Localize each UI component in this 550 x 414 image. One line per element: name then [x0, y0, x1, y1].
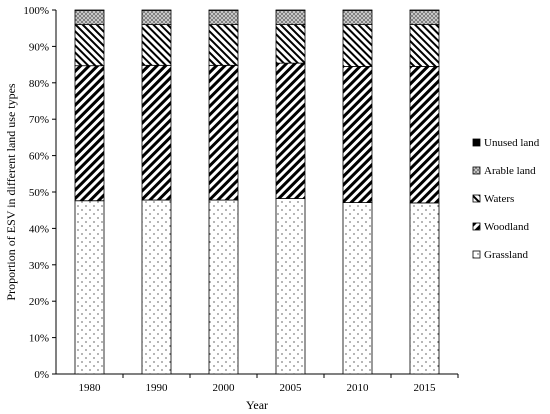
legend-label: Woodland [484, 221, 529, 233]
legend-swatch [472, 194, 481, 203]
bar-segment-arable-land [208, 9, 239, 25]
bar-segment-grassland [141, 199, 172, 375]
bar-segment-grassland [409, 202, 440, 375]
bar-segment-waters [409, 24, 440, 67]
bar-segment-woodland [275, 62, 306, 199]
bar-segment-waters [74, 24, 105, 67]
y-tick-label: 100% [23, 5, 49, 17]
bar-segment-arable-land [141, 9, 172, 25]
bar-segment-grassland [208, 199, 239, 375]
y-tick-label: 50% [29, 187, 49, 199]
bar-segment-arable-land [275, 9, 306, 25]
y-axis-title: Proportion of ESV in different land use … [4, 83, 18, 301]
y-tick-label: 0% [34, 369, 49, 381]
legend-label: Arable land [484, 165, 536, 177]
y-tick-label: 10% [29, 333, 49, 345]
y-tick-label: 20% [29, 296, 49, 308]
x-tick-label: 2000 [213, 382, 236, 394]
y-tick-label: 70% [29, 114, 49, 126]
legend-label: Grassland [484, 249, 528, 261]
legend-swatch [472, 250, 481, 259]
x-tick-label: 1990 [146, 382, 169, 394]
bar-segment-grassland [74, 200, 105, 375]
x-axis-ticks: 1980 1990 2000 2005 2010 2015 [79, 374, 459, 394]
x-axis-title: Year [246, 398, 268, 412]
bar-segment-waters [342, 24, 373, 67]
bar-segment-waters [275, 24, 306, 64]
x-tick-label: 2010 [347, 382, 370, 394]
bar-segment-woodland [141, 64, 172, 201]
bar-segment-waters [208, 24, 239, 66]
bar-segment-arable-land [74, 9, 105, 25]
x-tick-label: 2005 [280, 382, 303, 394]
bar-segment-waters [141, 24, 172, 66]
legend-swatch [472, 166, 481, 175]
legend: Unused land Arable land Waters Woodland Gras… [472, 137, 540, 261]
y-tick-label: 30% [29, 260, 49, 272]
x-tick-label: 2015 [414, 382, 437, 394]
bars-group [74, 9, 440, 375]
bar-segment-grassland [275, 198, 306, 375]
legend-label: Waters [484, 193, 514, 205]
y-axis-ticks: 0% 10% 20% 30% 40% 50% 60% 70% 80% 90% 100% [23, 5, 56, 381]
legend-swatch [472, 222, 481, 231]
bar-segment-arable-land [342, 9, 373, 25]
bar-segment-grassland [342, 202, 373, 375]
y-tick-label: 60% [29, 151, 49, 163]
bar-segment-woodland [74, 65, 105, 202]
legend-label: Unused land [484, 137, 540, 149]
bar-segment-woodland [208, 64, 239, 201]
x-tick-label: 1980 [79, 382, 102, 394]
bar-segment-woodland [342, 66, 373, 203]
bar-segment-arable-land [409, 9, 440, 25]
legend-swatch [472, 138, 481, 147]
y-tick-label: 80% [29, 78, 49, 90]
bar-segment-woodland [409, 66, 440, 204]
y-tick-label: 40% [29, 223, 49, 235]
plot-area [55, 10, 458, 375]
y-tick-label: 90% [29, 41, 49, 53]
